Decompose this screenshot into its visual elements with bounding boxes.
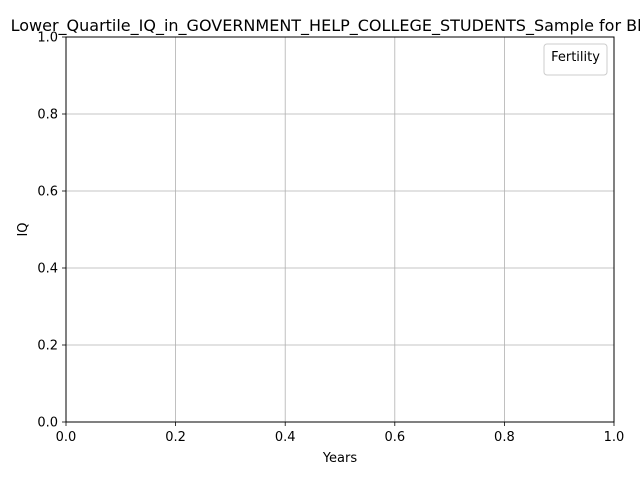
x-tick-label: 0.8 (494, 430, 515, 445)
y-tick-label: 1.0 (37, 31, 58, 46)
x-axis-title: Years (322, 451, 358, 466)
legend: Fertility (543, 43, 608, 76)
legend-box (543, 43, 608, 76)
x-tick-label: 0.0 (56, 430, 77, 445)
legend-title: Fertility (551, 50, 600, 65)
y-tick-label: 0.0 (37, 416, 58, 431)
y-tick-label: 0.2 (37, 339, 58, 354)
x-tick-label: 1.0 (604, 430, 625, 445)
y-tick-label: 0.6 (37, 185, 58, 200)
y-tick-label: 0.4 (37, 262, 58, 277)
plot-area-frame (65, 36, 615, 423)
x-tick-label: 0.4 (275, 430, 296, 445)
x-axis: 0.0 0.2 0.4 0.6 0.8 1.0 (56, 422, 625, 445)
x-tick-label: 0.2 (165, 430, 186, 445)
chart-title: Lower_Quartile_IQ_in_GOVERNMENT_HELP_COL… (11, 16, 640, 36)
y-axis: 0.0 0.2 0.4 0.6 0.8 1.0 (37, 31, 66, 431)
y-axis-title: IQ (16, 222, 31, 236)
x-tick-label: 0.6 (384, 430, 405, 445)
y-tick-label: 0.8 (37, 108, 58, 123)
grid (65, 36, 615, 423)
